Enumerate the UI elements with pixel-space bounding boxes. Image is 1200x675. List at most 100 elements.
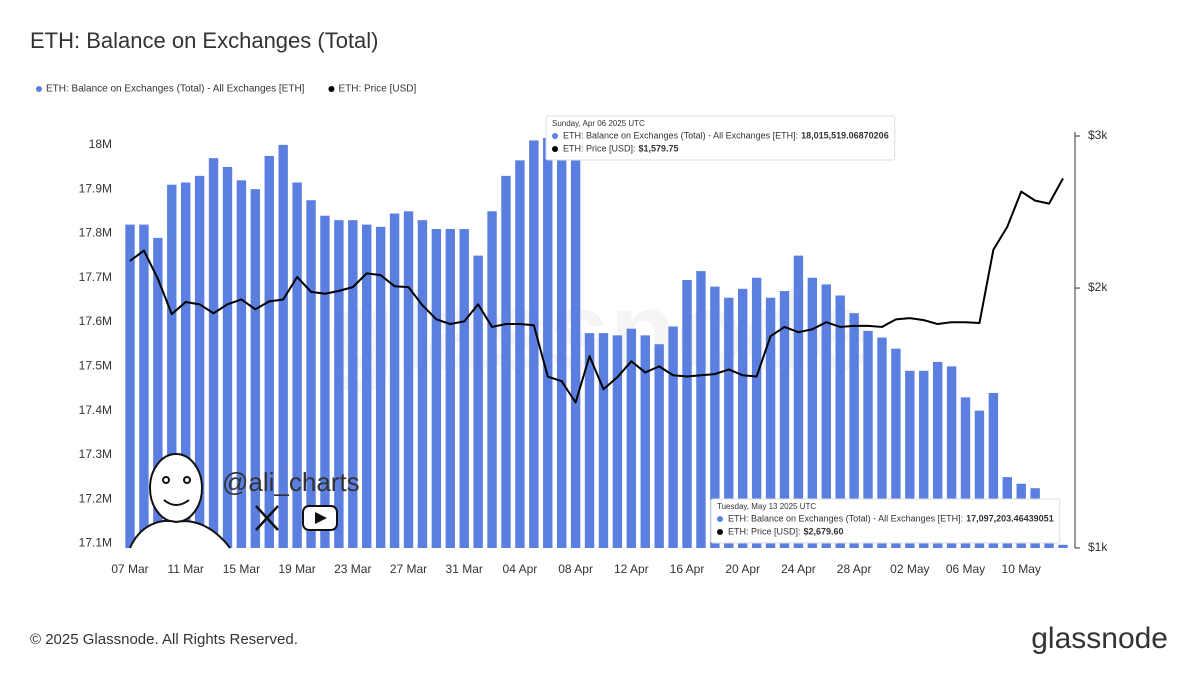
- tooltips: Sunday, Apr 06 2025 UTC ETH: Balance on E…: [545, 115, 1061, 544]
- y-tick-label: 17.7M: [79, 270, 112, 284]
- bar: [139, 224, 149, 548]
- avatar: [129, 453, 231, 549]
- price-line: [129, 177, 1064, 404]
- bar: [807, 277, 818, 548]
- x-tick-label: 27 Mar: [390, 562, 427, 576]
- bar: [375, 226, 386, 548]
- tooltip: Tuesday, May 13 2025 UTC ETH: Balance on …: [710, 498, 1061, 544]
- y-tick-label: 17.9M: [79, 181, 112, 195]
- x-tick-label: 31 Mar: [446, 562, 483, 576]
- legend-label: ETH: Balance on Exchanges (Total) - All …: [46, 84, 305, 95]
- bar: [501, 175, 511, 548]
- plot: 17.1M 17.2M 17.3M 17.4M 17.5M 17.6M 17.7M 17.8M…: [79, 128, 1109, 576]
- bar: [793, 255, 804, 548]
- x-tick-label: 04 Apr: [503, 562, 538, 576]
- bar: [598, 333, 609, 548]
- bar: [765, 297, 776, 548]
- bar: [682, 279, 692, 548]
- bar: [278, 144, 288, 548]
- tooltip-label: ETH: Price [USD]:: [563, 143, 636, 153]
- tooltip-label: ETH: Price [USD]:: [728, 526, 801, 536]
- bar: [849, 313, 859, 548]
- x-tick-label: 16 Apr: [670, 562, 705, 576]
- video-icon: [302, 505, 338, 531]
- bar: [306, 200, 316, 548]
- bar: [919, 370, 929, 548]
- bar: [473, 255, 483, 548]
- bar: [724, 297, 734, 548]
- x-tick-label: 23 Mar: [334, 562, 371, 576]
- tooltip-value: 17,097,203.46439051: [966, 513, 1054, 523]
- bar: [264, 155, 274, 548]
- bar: [779, 291, 790, 548]
- handle: @ali_charts: [222, 467, 360, 497]
- bar: [194, 175, 205, 548]
- bar: [445, 229, 455, 548]
- bar: [612, 335, 623, 548]
- bar: [320, 215, 330, 548]
- tooltip-label: ETH: Balance on Exchanges (Total) - All …: [728, 513, 963, 523]
- x-tick-label: 08 Apr: [558, 562, 593, 576]
- bar: [250, 189, 261, 548]
- y2-tick-label: $1k: [1088, 540, 1108, 554]
- bar: [236, 180, 247, 548]
- bar: [417, 220, 428, 548]
- bar: [167, 184, 177, 548]
- bar: [181, 182, 191, 549]
- tooltip-marker: [552, 133, 558, 139]
- bar: [960, 397, 971, 548]
- y-tick-label: 17.1M: [79, 536, 112, 550]
- y2-tick-label: $3k: [1088, 128, 1108, 142]
- y-tick-label: 17.5M: [79, 359, 112, 373]
- bar: [584, 333, 595, 548]
- bar: [835, 295, 845, 548]
- bar: [751, 277, 762, 548]
- y-tick-label: 17.3M: [79, 447, 112, 461]
- overlay: @ali_charts: [129, 453, 360, 549]
- x-tick-label: 02 May: [890, 562, 929, 576]
- y-tick-label: 17.2M: [79, 491, 112, 505]
- legend-marker: [36, 86, 42, 92]
- x-tick-label: 12 Apr: [614, 562, 649, 576]
- bar: [738, 288, 748, 548]
- legend-marker: [328, 86, 335, 92]
- tooltip-title: Sunday, Apr 06 2025 UTC: [552, 119, 645, 128]
- bar: [334, 220, 344, 548]
- bar: [932, 361, 943, 548]
- bar: [222, 167, 233, 549]
- x-tick-label: 06 May: [946, 562, 985, 576]
- bar: [626, 328, 637, 548]
- logo: glassnode: [1031, 622, 1168, 655]
- y2-tick-label: $2k: [1088, 280, 1108, 294]
- y-tick-label: 17.8M: [79, 226, 112, 240]
- bar: [348, 220, 358, 548]
- bar: [988, 392, 999, 548]
- bar: [877, 337, 887, 548]
- tooltip-marker: [717, 529, 723, 535]
- x-icon: [255, 505, 279, 531]
- bar: [529, 140, 539, 548]
- x-tick-label: 24 Apr: [781, 562, 816, 576]
- bar: [654, 344, 664, 548]
- footer: © 2025 Glassnode. All Rights Reserved.: [30, 631, 298, 648]
- bar: [905, 370, 915, 548]
- legend-label: ETH: Price [USD]: [338, 84, 416, 95]
- bar: [946, 366, 957, 548]
- bar: [431, 229, 442, 548]
- bar: [891, 348, 901, 548]
- bar: [821, 284, 831, 548]
- tooltip-box: [710, 498, 1061, 544]
- tooltip-marker: [552, 146, 558, 152]
- bar: [710, 286, 720, 548]
- x-tick-label: 19 Mar: [278, 562, 315, 576]
- tooltip-value: 18,015,519.06870206: [801, 130, 889, 140]
- bar: [208, 158, 219, 548]
- bar: [1058, 544, 1068, 548]
- bar: [974, 410, 985, 548]
- bar: [515, 160, 525, 548]
- tooltip-label: ETH: Balance on Exchanges (Total) - All …: [563, 130, 798, 140]
- bar: [863, 330, 873, 548]
- tooltip-value: $2,679.60: [804, 526, 844, 536]
- y-tick-label: 17.6M: [79, 314, 112, 328]
